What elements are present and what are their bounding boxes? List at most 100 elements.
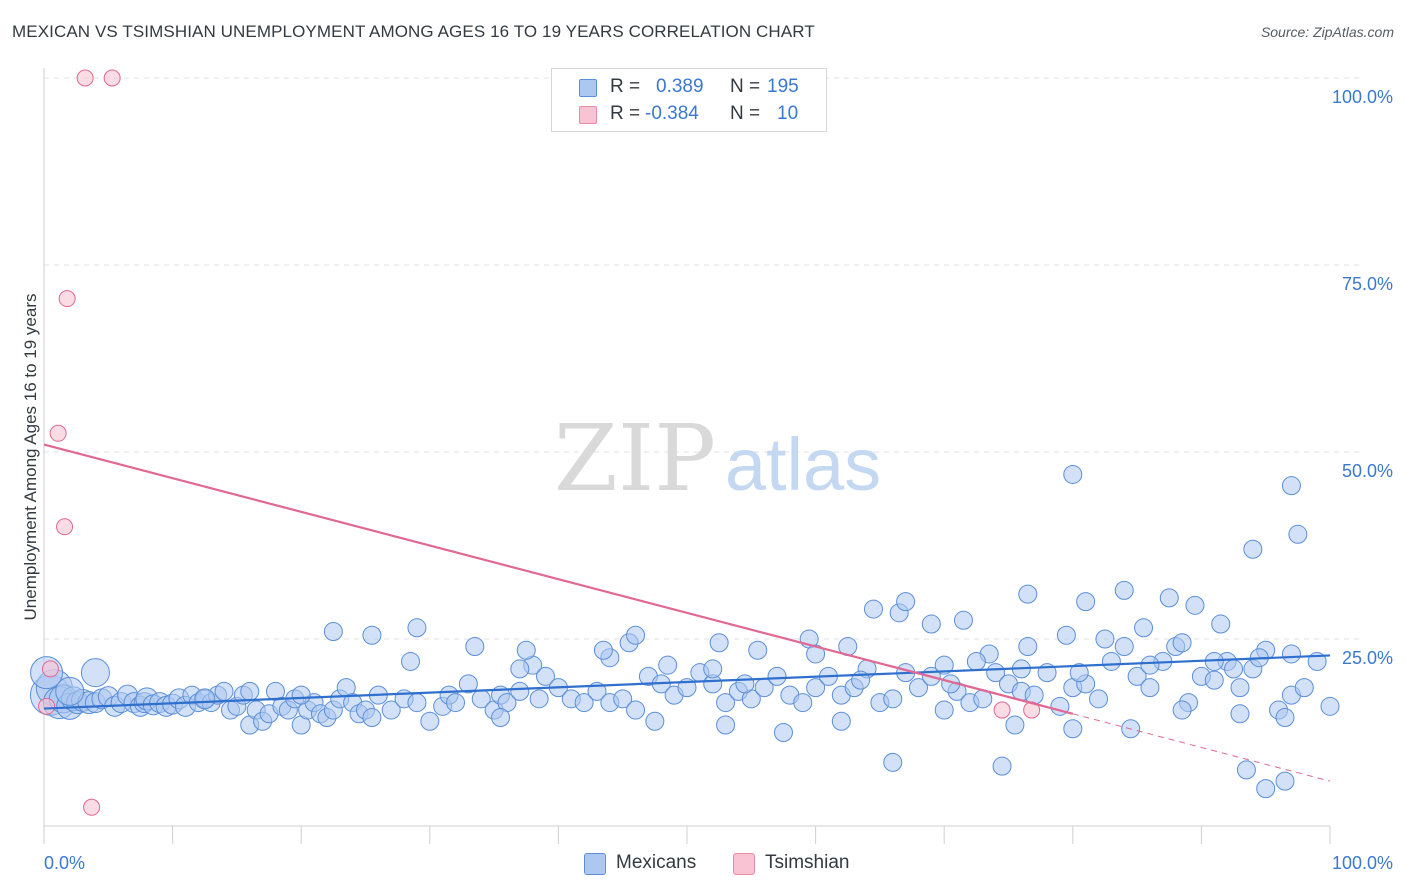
mexicans-point — [362, 625, 382, 645]
x-tick-label: 0.0% — [44, 853, 85, 873]
mexicans-point — [793, 693, 813, 713]
y-tick-label: 25.0% — [1342, 648, 1393, 668]
y-tick-label: 100.0% — [1332, 87, 1393, 107]
mexicans-point — [536, 666, 556, 686]
mexicans-point — [896, 592, 916, 612]
mexicans-point — [1281, 476, 1301, 496]
stats-legend: R = 0.389 N = 195 R = -0.384 N = 10 — [551, 68, 827, 132]
mexicans-points — [29, 464, 1340, 799]
mexicans-point — [446, 693, 466, 713]
mexicans-point — [934, 655, 954, 675]
mexicans-point — [1211, 614, 1231, 634]
mexicans-point — [863, 599, 883, 619]
mexicans-point — [1185, 595, 1205, 615]
tsimshian-trendline-extension — [1072, 713, 1331, 782]
mexicans-point — [921, 614, 941, 634]
tsimshian-point — [41, 660, 59, 678]
mexicans-point — [1320, 696, 1340, 716]
n-label: N = — [730, 103, 761, 124]
mexicans-point — [626, 625, 646, 645]
mexicans-point — [362, 708, 382, 728]
mexicans-point — [1294, 678, 1314, 698]
watermark-atlas: atlas — [725, 423, 881, 506]
mexicans-point — [1018, 584, 1038, 604]
mexicans-point — [953, 610, 973, 630]
mexicans-point — [1275, 771, 1295, 791]
n-value: 195 — [767, 76, 799, 97]
tsimshian-point — [38, 697, 56, 715]
n-label: N = — [730, 76, 761, 97]
legend-row-tsimshian: R = -0.384 N = 10 — [552, 100, 826, 128]
mexicans-point — [214, 681, 234, 701]
mexicans-point — [574, 693, 594, 713]
mexicans-point — [465, 636, 485, 656]
mexicans-point — [529, 689, 549, 709]
mexicans-legend-label: Mexicans — [616, 852, 697, 873]
tsimshian-point — [58, 290, 76, 308]
tsimshian-trendline — [43, 443, 1074, 715]
y-axis-label: Unemployment Among Ages 16 to 19 years — [21, 294, 40, 621]
mexicans-point — [934, 700, 954, 720]
mexicans-point — [1089, 689, 1109, 709]
mexicans-point — [80, 658, 110, 688]
tsimshian-point — [49, 424, 67, 442]
x-tick-label: 100.0% — [1332, 853, 1393, 873]
watermark-zip: ZIP — [554, 405, 716, 512]
tsimshian-legend-swatch — [733, 853, 755, 875]
mexicans-point — [773, 723, 793, 742]
tsimshian-point — [56, 518, 74, 536]
tsimshian-legend-label: Tsimshian — [765, 852, 850, 873]
chart-title: MEXICAN VS TSIMSHIAN UNEMPLOYMENT AMONG … — [12, 22, 815, 41]
mexicans-point — [1127, 666, 1147, 686]
mexicans-point — [716, 693, 736, 713]
watermark: ZIP atlas — [554, 405, 881, 512]
mexicans-point — [1114, 636, 1134, 656]
mexicans-point — [1140, 678, 1160, 698]
mexicans-trendline — [43, 654, 1331, 710]
mexicans-point — [645, 711, 665, 731]
mexicans-point — [1063, 719, 1083, 739]
mexicans-point — [1230, 678, 1250, 698]
mexicans-point — [767, 666, 787, 686]
mexicans-point — [291, 685, 311, 705]
mexicans-swatch — [579, 79, 597, 97]
mexicans-point — [1230, 704, 1250, 724]
mexicans-point — [735, 674, 755, 694]
mexicans-point — [1114, 580, 1134, 600]
trend-layer — [43, 443, 1331, 782]
mexicans-point — [491, 708, 511, 728]
mexicans-point — [806, 644, 826, 664]
mexicans-point — [510, 659, 530, 679]
mexicans-point — [1159, 588, 1179, 608]
mexicans-point — [1172, 700, 1192, 720]
tsimshian-point — [103, 69, 121, 87]
tsimshian-point — [993, 701, 1011, 719]
r-label: R = — [610, 103, 641, 124]
mexicans-point — [1063, 464, 1083, 484]
mexicans-point — [806, 678, 826, 698]
tsimshian-point — [76, 69, 94, 87]
mexicans-point — [992, 756, 1012, 776]
mexicans-point — [1018, 636, 1038, 656]
source-credit: Source: ZipAtlas.com — [1260, 24, 1394, 40]
mexicans-point — [1134, 618, 1154, 638]
r-value: 0.389 — [656, 76, 704, 97]
tsimshian-points — [38, 69, 1041, 816]
mexicans-point — [1243, 539, 1263, 559]
mexicans-point — [1236, 760, 1256, 780]
mexicans-legend-swatch — [584, 853, 606, 875]
mexicans-point — [55, 676, 85, 706]
mexicans-point — [240, 681, 260, 701]
grid-layer — [44, 77, 1360, 640]
mexicans-point — [626, 700, 646, 720]
y-tick-label: 75.0% — [1342, 274, 1393, 294]
mexicans-point — [908, 678, 928, 698]
mexicans-point — [407, 618, 427, 638]
mexicans-point — [966, 651, 986, 671]
tsimshian-point — [83, 798, 101, 816]
mexicans-point — [510, 681, 530, 701]
mexicans-point — [381, 700, 401, 720]
mexicans-point — [1275, 708, 1295, 728]
r-label: R = — [610, 76, 641, 97]
